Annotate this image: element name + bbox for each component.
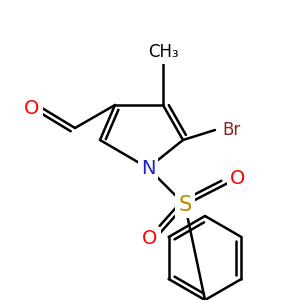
Text: O: O: [142, 230, 158, 248]
Text: S: S: [178, 195, 192, 215]
Text: CH₃: CH₃: [148, 43, 178, 61]
Text: N: N: [141, 158, 155, 178]
Text: Br: Br: [222, 121, 240, 139]
Text: O: O: [230, 169, 246, 188]
Text: O: O: [24, 98, 40, 118]
